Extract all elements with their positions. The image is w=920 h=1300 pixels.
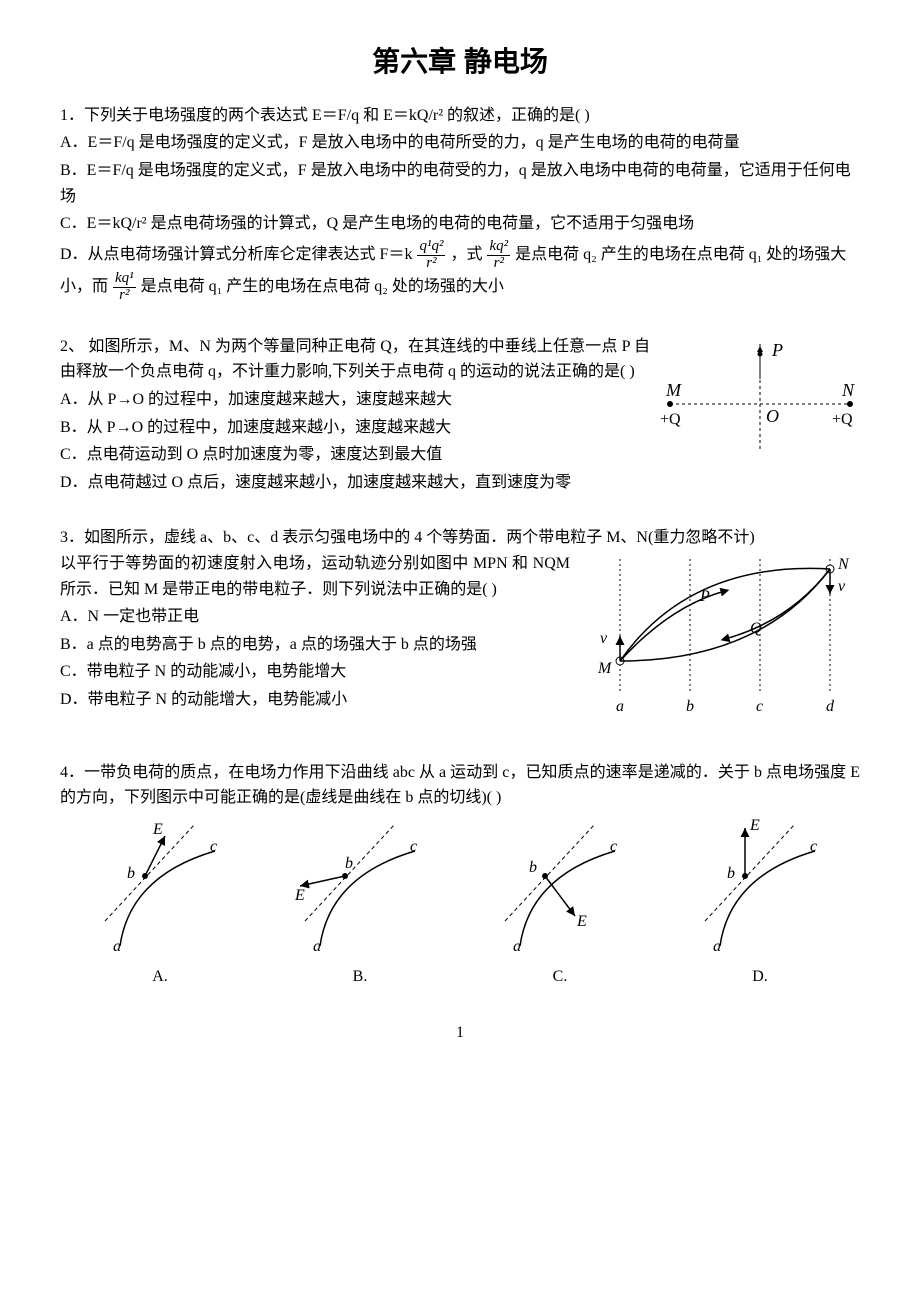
text: ，式 <box>450 246 482 263</box>
label-c: c <box>410 838 417 855</box>
label-a: a <box>513 938 521 955</box>
label-b: b <box>727 865 735 882</box>
denominator: r² <box>487 256 510 272</box>
label: C. <box>485 964 635 990</box>
q1-opt-b: B．E＝F/q 是电场强度的定义式，F 是放入电场中的电荷受的力，q 是放入电场… <box>60 158 860 209</box>
label-plusq-r: +Q <box>832 411 853 428</box>
label-d: d <box>826 698 835 715</box>
q4-opt-b: E b a c B. <box>285 816 435 990</box>
q4-stem: 4．一带负电荷的质点，在电场力作用下沿曲线 abc 从 a 运动到 c，已知质点… <box>60 760 860 811</box>
denominator: r² <box>417 256 445 272</box>
q4-diagram-a: E b a c <box>85 816 235 956</box>
q1-stem: 1．下列关于电场强度的两个表达式 E＝F/q 和 E＝kQ/r² 的叙述，正确的… <box>60 103 860 129</box>
label-v: v <box>838 578 846 595</box>
label-n: N <box>837 556 850 573</box>
q4-diagram-b: E b a c <box>285 816 435 956</box>
label-c: c <box>756 698 763 715</box>
numerator: kq¹ <box>113 271 136 288</box>
text: 1．下列关于电场强度的两个表达式 E＝F/q 和 E＝kQ/r² 的叙述，正确的… <box>60 107 590 124</box>
q1-opt-d: D．从点电荷场强计算式分析库仑定律表达式 F＝k q¹q² r² ，式 kq² … <box>60 239 860 304</box>
q4-opt-c: E b a c C. <box>485 816 635 990</box>
label-a: a <box>313 938 321 955</box>
label-b: b <box>127 865 135 882</box>
chapter-title: 第六章 静电场 <box>60 40 860 85</box>
fraction: q¹q² r² <box>417 239 445 272</box>
label-m: M <box>597 660 613 677</box>
numerator: q¹q² <box>417 239 445 256</box>
label-e: E <box>294 887 305 904</box>
question-4: 4．一带负电荷的质点，在电场力作用下沿曲线 abc 从 a 运动到 c，已知质点… <box>60 760 860 990</box>
label-c: c <box>610 838 617 855</box>
label-e: E <box>749 817 760 834</box>
q4-diagram-d: E b a c <box>685 816 835 956</box>
question-2: P M N O +Q +Q 2、 如图所示，M、N 为两个等量同种正电荷 Q，在… <box>60 334 860 496</box>
label-v: v <box>600 630 608 647</box>
q4-diagram-c: E b a c <box>485 816 635 956</box>
label-p: P <box>699 588 710 605</box>
label-b: b <box>686 698 694 715</box>
q2-opt-d: D．点电荷越过 O 点后，速度越来越小，加速度越来越大，直到速度为零 <box>60 470 860 496</box>
fraction: kq² r² <box>487 239 510 272</box>
q2-diagram: P M N O +Q +Q <box>660 334 860 463</box>
q3-stem-lead: 3．如图所示，虚线 a、b、c、d 表示匀强电场中的 4 个等势面．两个带电粒子… <box>60 525 860 551</box>
label-a: a <box>713 938 721 955</box>
label-a: a <box>616 698 624 715</box>
label-e: E <box>152 821 163 838</box>
label-n: N <box>841 380 855 400</box>
label-m: M <box>665 380 682 400</box>
label-plusq-l: +Q <box>660 411 681 428</box>
q3-diagram: a b c d v v M N P Q <box>580 551 860 730</box>
text: 是点电荷 q₁ 产生的电场在点电荷 q₂ 处的场强的大小 <box>141 278 504 295</box>
label: A. <box>85 964 235 990</box>
label-e: E <box>576 913 587 930</box>
label-b: b <box>529 859 537 876</box>
question-3: 3．如图所示，虚线 a、b、c、d 表示匀强电场中的 4 个等势面．两个带电粒子… <box>60 525 860 729</box>
q1-opt-c: C．E＝kQ/r² 是点电荷场强的计算式，Q 是产生电场的电荷的电荷量，它不适用… <box>60 211 860 237</box>
q1-opt-a: A．E＝F/q 是电场强度的定义式，F 是放入电场中的电荷所受的力，q 是产生电… <box>60 130 860 156</box>
denominator: r² <box>113 288 136 304</box>
numerator: kq² <box>487 239 510 256</box>
page-number: 1 <box>60 1020 860 1046</box>
label: D. <box>685 964 835 990</box>
label-a: a <box>113 938 121 955</box>
label-o: O <box>766 406 779 426</box>
label-c: c <box>810 838 817 855</box>
q4-opt-d: E b a c D. <box>685 816 835 990</box>
label-q: Q <box>750 620 762 637</box>
label-c: c <box>210 838 217 855</box>
label: B. <box>285 964 435 990</box>
fraction: kq¹ r² <box>113 271 136 304</box>
question-1: 1．下列关于电场强度的两个表达式 E＝F/q 和 E＝kQ/r² 的叙述，正确的… <box>60 103 860 304</box>
label-b: b <box>345 855 353 872</box>
text: D．从点电荷场强计算式分析库仑定律表达式 F＝k <box>60 246 412 263</box>
q4-opt-a: E b a c A. <box>85 816 235 990</box>
label-p: P <box>771 340 783 360</box>
q4-diagram-row: E b a c A. E b a c B. <box>60 816 860 990</box>
